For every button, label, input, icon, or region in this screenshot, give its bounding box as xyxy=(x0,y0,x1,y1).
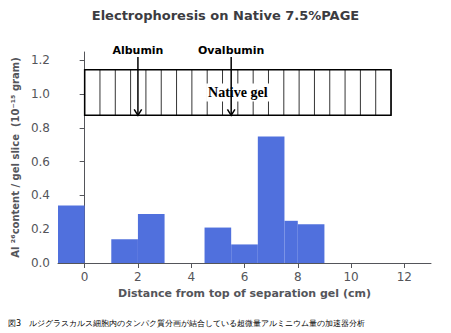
svg-text:6: 6 xyxy=(241,270,249,284)
svg-text:0.6: 0.6 xyxy=(31,155,50,169)
svg-text:0.2: 0.2 xyxy=(31,222,50,236)
svg-text:Al ²⁶content / gel slice (10⁻: Al ²⁶content / gel slice (10⁻¹⁵ gram) xyxy=(10,57,21,258)
svg-text:2: 2 xyxy=(134,270,142,284)
svg-text:Electrophoresis on Native 7.5%: Electrophoresis on Native 7.5%PAGE xyxy=(92,8,359,23)
svg-text:図3 ルジグラスカルス細胞内のタンパク質分画が結合している超: 図3 ルジグラスカルス細胞内のタンパク質分画が結合している超微量アルミニウム量の… xyxy=(8,319,365,328)
svg-text:0.4: 0.4 xyxy=(31,188,50,202)
svg-text:Native gel: Native gel xyxy=(208,85,268,100)
svg-text:0: 0 xyxy=(81,270,89,284)
svg-text:12: 12 xyxy=(397,270,412,284)
svg-text:1.2: 1.2 xyxy=(31,53,50,67)
svg-text:Ovalbumin: Ovalbumin xyxy=(198,44,264,57)
svg-text:4: 4 xyxy=(187,270,195,284)
svg-text:Distance from top of separatio: Distance from top of separation gel (cm) xyxy=(118,287,371,300)
svg-text:8: 8 xyxy=(294,270,302,284)
svg-text:0.8: 0.8 xyxy=(31,121,50,135)
svg-text:Albumin: Albumin xyxy=(112,44,163,57)
svg-text:1.0: 1.0 xyxy=(31,87,50,101)
svg-text:0.0: 0.0 xyxy=(31,256,50,270)
svg-text:10: 10 xyxy=(343,270,358,284)
